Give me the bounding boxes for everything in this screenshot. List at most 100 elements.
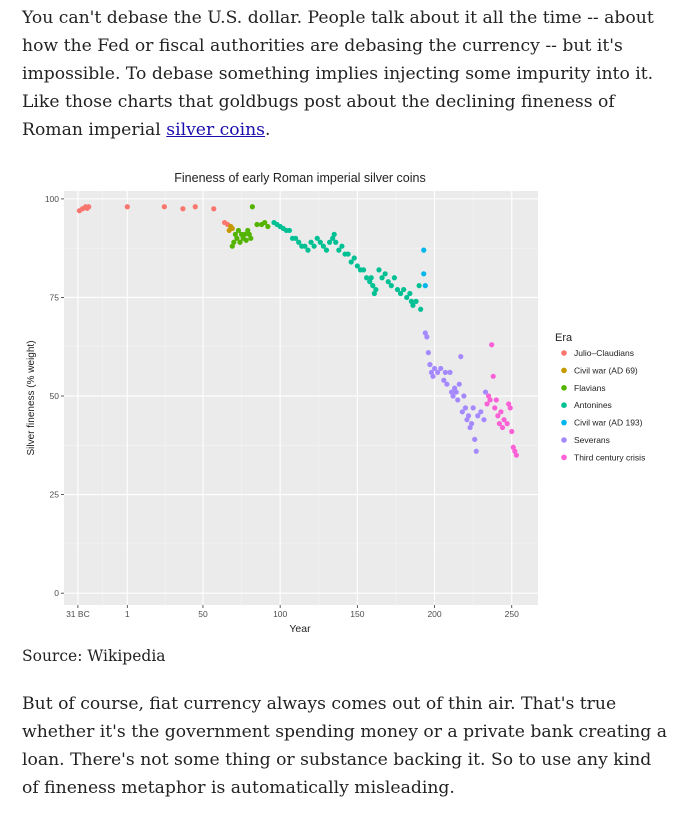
- data-point: [513, 452, 519, 458]
- data-point: [360, 267, 367, 273]
- data-point: [351, 255, 357, 261]
- data-point: [367, 279, 373, 285]
- data-point: [465, 413, 472, 419]
- data-point: [498, 409, 504, 415]
- data-point: [492, 405, 498, 411]
- legend-key: [561, 419, 567, 426]
- data-point: [246, 231, 252, 237]
- y-tick-label: 0: [54, 588, 59, 598]
- legend-key: [561, 402, 567, 408]
- y-axis-ticks: 0 25 50 75 100: [45, 194, 64, 598]
- data-point: [456, 381, 462, 387]
- data-point: [475, 413, 481, 419]
- data-point: [180, 206, 186, 212]
- chart-title: Fineness of early Roman imperial silver …: [174, 171, 425, 185]
- data-point: [376, 267, 382, 273]
- data-point: [407, 290, 413, 297]
- x-tick-label: 100: [273, 609, 287, 619]
- data-point: [364, 275, 370, 281]
- data-point: [512, 448, 518, 454]
- data-point: [262, 219, 268, 226]
- data-point: [422, 283, 428, 289]
- x-tick-label: 150: [350, 609, 364, 619]
- data-point: [469, 421, 475, 427]
- data-point: [506, 401, 512, 407]
- data-point: [499, 424, 506, 431]
- data-point: [265, 223, 271, 230]
- data-point: [473, 448, 479, 454]
- intro-text: You can't debase the U.S. dollar. People…: [22, 8, 654, 140]
- legend-items: Julio–Claudians Civil war (AD 69) Flavians…: [561, 348, 645, 462]
- data-point: [124, 204, 130, 210]
- data-point: [450, 393, 456, 399]
- data-point: [370, 283, 376, 289]
- data-point: [232, 231, 238, 237]
- data-point: [305, 247, 311, 253]
- data-point: [308, 239, 314, 245]
- data-point: [296, 239, 302, 245]
- legend-label: Third century crisis: [574, 452, 645, 462]
- data-point: [348, 259, 354, 265]
- data-point: [243, 237, 249, 243]
- source-caption: Source: Wikipedia: [22, 647, 166, 665]
- data-point: [441, 377, 447, 383]
- data-point: [438, 365, 444, 372]
- data-point: [161, 204, 167, 210]
- data-point: [311, 243, 317, 249]
- conclusion-paragraph: But of course, fiat currency always come…: [22, 694, 667, 798]
- x-tick-label: 1: [125, 609, 130, 619]
- legend-label: Antonines: [574, 400, 612, 410]
- grid-minor: [64, 191, 538, 605]
- data-point: [472, 436, 478, 442]
- x-tick-label: 31 BC: [66, 609, 90, 619]
- data-point: [470, 405, 476, 411]
- data-point: [388, 283, 394, 289]
- data-point: [431, 365, 438, 372]
- legend-label: Julio–Claudians: [574, 348, 634, 358]
- data-point: [481, 417, 487, 423]
- data-point: [435, 369, 441, 375]
- data-point: [484, 401, 490, 407]
- data-point: [422, 330, 428, 336]
- data-point: [323, 247, 330, 253]
- data-point: [424, 334, 430, 340]
- legend-label: Civil war (AD 69): [574, 365, 638, 375]
- data-point: [336, 247, 342, 253]
- data-point: [410, 302, 416, 308]
- data-point: [453, 389, 459, 395]
- data-point: [459, 409, 465, 415]
- legend: Era Julio–Claudians Civil war (AD 69) Flav…: [555, 332, 645, 462]
- x-tick-label: 200: [427, 609, 441, 619]
- data-point: [430, 373, 436, 379]
- data-point: [385, 279, 391, 285]
- data-point: [371, 290, 377, 297]
- y-tick-label: 25: [50, 490, 60, 500]
- data-point: [373, 286, 379, 293]
- data-point: [320, 243, 326, 249]
- data-point: [421, 271, 427, 277]
- data-point: [413, 298, 419, 304]
- data-point: [404, 294, 410, 301]
- data-point: [452, 385, 458, 391]
- data-point: [504, 421, 510, 427]
- legend-key: [561, 454, 567, 461]
- data-point: [397, 290, 404, 297]
- legend-key: [561, 367, 567, 374]
- data-point: [229, 225, 235, 232]
- silver-coins-link[interactable]: silver coins: [166, 120, 266, 140]
- data-point: [339, 243, 345, 249]
- data-point: [192, 204, 198, 210]
- data-point: [331, 231, 337, 237]
- data-point: [345, 251, 351, 257]
- data-point: [428, 369, 435, 375]
- data-point: [326, 239, 333, 245]
- data-point: [354, 263, 360, 269]
- y-tick-label: 100: [45, 194, 59, 204]
- plot-panel: [64, 191, 538, 605]
- intro-end: .: [265, 120, 271, 140]
- data-point: [485, 393, 492, 399]
- data-point: [447, 369, 453, 375]
- data-point: [391, 275, 398, 281]
- data-point: [467, 424, 473, 431]
- y-tick-label: 50: [50, 391, 60, 401]
